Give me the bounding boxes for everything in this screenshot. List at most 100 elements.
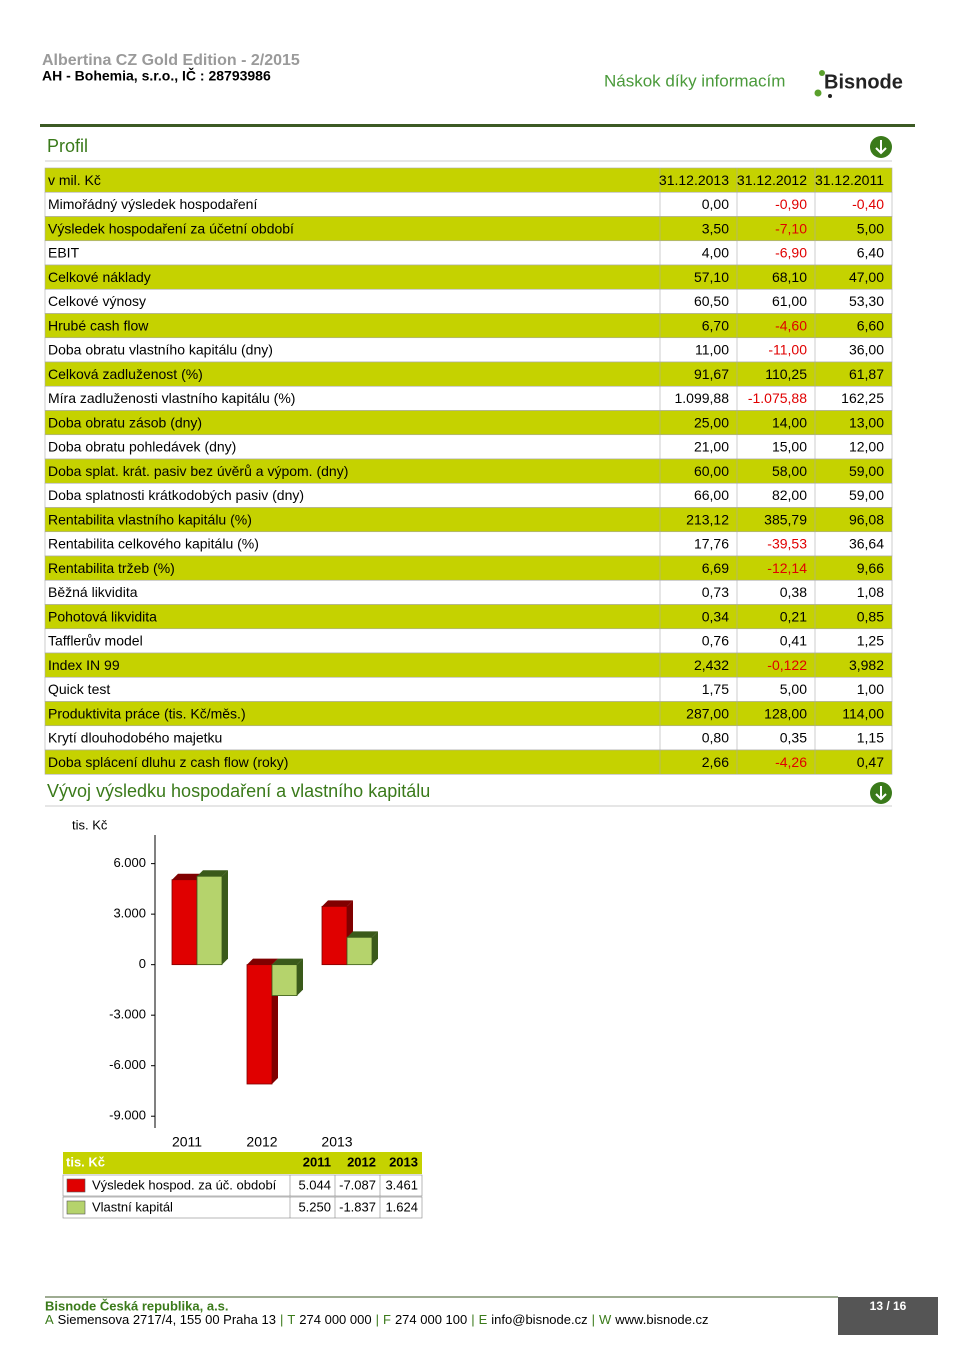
logo-dot [814, 89, 822, 97]
cell-value: 60,00 [694, 463, 729, 479]
logo: Bisnode [824, 71, 903, 93]
address-text: Siemensova 2717/4, 155 00 Praha 13 [58, 1312, 276, 1327]
table-header [63, 1152, 422, 1174]
cell-value: 6,69 [702, 560, 729, 576]
cell-value: 21,00 [694, 439, 729, 455]
cell-value: -6,90 [775, 245, 807, 261]
cell-value: 213,12 [686, 511, 729, 527]
row-label: Běžná likvidita [48, 584, 138, 600]
cell-value: 15,00 [772, 439, 807, 455]
table-header-year: 2011 [303, 1154, 331, 1169]
slogan: Náskok díky informacím [604, 71, 785, 90]
separator: | [471, 1312, 474, 1327]
cell-value: 6,40 [857, 245, 884, 261]
cell-value: -11,00 [768, 342, 807, 358]
y-tick-label: -6.000 [109, 1057, 146, 1072]
legend-label: Vlastní kapitál [92, 1199, 173, 1214]
bar-top [347, 931, 378, 938]
cell-value: 31.12.2013 [659, 172, 729, 188]
cell-value: 110,25 [765, 366, 807, 382]
data-label: -7.087 [339, 1177, 376, 1192]
bar-top [272, 958, 303, 965]
y-tick-label: 3.000 [113, 906, 146, 921]
cell-value: 4,00 [702, 245, 729, 261]
table-row [44, 531, 893, 557]
data-table: tis. Kč 2011 2012 2013 Výsledek hospod. za ú… [62, 1152, 423, 1219]
cell-value: 91,67 [694, 366, 729, 382]
cell-value: 61,87 [849, 366, 884, 382]
address-text: 274 000 100 [395, 1312, 467, 1327]
cell-value: 60,50 [694, 293, 729, 309]
cell-value: 114,00 [842, 705, 884, 721]
cell-value: 0,34 [702, 608, 729, 624]
cell-value: 287,00 [686, 705, 729, 721]
address-key: W [599, 1312, 612, 1327]
page-number: 13 / 16 [870, 1299, 907, 1313]
data-label: -1.837 [339, 1199, 376, 1214]
row-label: Rentabilita vlastního kapitálu (%) [48, 511, 252, 527]
cell-value: 31.12.2012 [737, 172, 807, 188]
cell-value: 1,00 [857, 681, 884, 697]
cell-value: 1,15 [857, 730, 884, 746]
cell-value: 0,76 [702, 633, 729, 649]
bar-top [172, 873, 203, 880]
cell-value: 1.099,88 [675, 390, 730, 406]
row-label: Quick test [48, 681, 110, 697]
separator: | [592, 1312, 595, 1327]
table-row [44, 507, 893, 533]
cell-value: 0,47 [857, 754, 884, 770]
cell-value: 14,00 [772, 414, 807, 430]
data-label: 1.624 [385, 1199, 418, 1214]
footer-company: Bisnode Česká republika, a.s. [45, 1298, 229, 1313]
cell-value: 0,00 [702, 196, 729, 212]
bar [346, 936, 373, 966]
row-label: Celková zadluženost (%) [48, 366, 203, 382]
data-label: 5.250 [298, 1199, 331, 1214]
table-row [44, 191, 893, 217]
cell-value: 57,10 [694, 269, 729, 285]
address-key: T [287, 1312, 295, 1327]
cell-value: 0,73 [702, 584, 729, 600]
row-label: Doba obratu zásob (dny) [48, 414, 202, 430]
row-label: Doba splatnosti krátkodobých pasiv (dny) [48, 487, 304, 503]
cell-value: 66,00 [694, 487, 729, 503]
row-label: EBIT [48, 245, 80, 261]
profile-table: v mil. Kč 31.12.2013 31.12.2012 31.12.2011 M… [44, 167, 893, 775]
down-icon[interactable] [870, 136, 892, 158]
cell-value: 3,50 [702, 220, 729, 236]
table-row [44, 361, 893, 387]
address-key: E [479, 1312, 488, 1327]
row-label: Doba splácení dluhu z cash flow (roky) [48, 754, 288, 770]
table-row [44, 264, 893, 290]
page-box [838, 1297, 938, 1335]
row-label: Doba splat. krát. pasiv bez úvěrů a výpo… [48, 463, 348, 479]
y-tick-label: 6.000 [113, 855, 146, 870]
table-row [44, 337, 893, 363]
row-label: Mimořádný výsledek hospodaření [48, 196, 257, 212]
row-label: v mil. Kč [48, 172, 101, 188]
cell-value: 12,00 [849, 439, 884, 455]
y-axis-label: tis. Kč [72, 817, 108, 832]
row-label: Produktivita práce (tis. Kč/měs.) [48, 705, 246, 721]
cell-value: 82,00 [772, 487, 807, 503]
chart: 6.000 3.000 0 -3.000 -6.000 -9.000 2011 2012 201… [109, 835, 378, 1150]
row-label: Tafflerův model [48, 633, 143, 649]
row-label: Pohotová likvidita [48, 608, 157, 624]
table-row [62, 1196, 423, 1219]
table-row [44, 725, 893, 751]
table-row [44, 240, 893, 266]
cell-value: 385,79 [764, 511, 807, 527]
cell-value: 68,10 [772, 269, 807, 285]
cell-value: -1.075,88 [748, 390, 807, 406]
down-icon[interactable] [870, 782, 892, 804]
cell-value: 1,25 [857, 633, 884, 649]
bar [171, 879, 198, 966]
cell-value: 162,25 [841, 390, 884, 406]
bar-side [222, 870, 228, 965]
cell-value: 1,75 [702, 681, 729, 697]
section-title: Profil [47, 136, 88, 156]
footer-address: A Siemensova 2717/4, 155 00 Praha 13 | T 274… [45, 1312, 709, 1327]
row-label: Celkové výnosy [48, 293, 146, 309]
bar [321, 905, 348, 966]
row-label: Krytí dlouhodobého majetku [48, 730, 222, 746]
